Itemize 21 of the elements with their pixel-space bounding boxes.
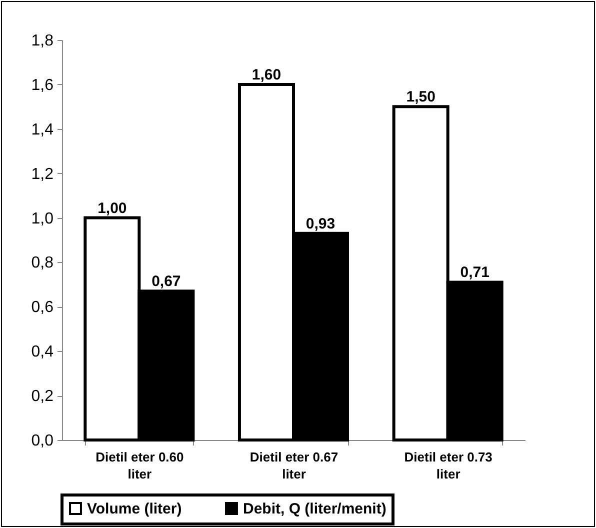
y-tick-label: 0,4	[31, 344, 54, 361]
data-label: 1,50	[406, 88, 436, 106]
y-tick-label: 0,0	[31, 432, 54, 450]
data-label: 0,93	[306, 215, 336, 232]
data-label: 1,60	[252, 66, 282, 84]
x-tick-label: Dietil eter 0.67 liter	[250, 450, 338, 482]
x-tick-label: Dietil eter 0.73 liter	[404, 450, 492, 482]
y-tick-label: 0,6	[31, 299, 54, 316]
legend-label: Debit, Q (liter/menit)	[243, 500, 386, 518]
y-tick-label: 1,4	[31, 121, 54, 138]
y-tick-label: 0,8	[31, 254, 54, 272]
x-tick-label: Dietil eter 0.60 liter	[96, 450, 184, 482]
y-tick-label: 1,0	[31, 210, 54, 228]
legend-label: Volume (liter)	[87, 500, 182, 518]
y-tick-label: 1,6	[31, 76, 54, 94]
data-label: 1,00	[98, 200, 127, 217]
data-label: 0,67	[152, 273, 181, 290]
y-tick-label: 1,8	[31, 32, 54, 50]
y-tick-label: 0,2	[31, 388, 54, 406]
data-label: 0,71	[460, 264, 490, 282]
y-tick-label: 1,2	[31, 166, 54, 183]
